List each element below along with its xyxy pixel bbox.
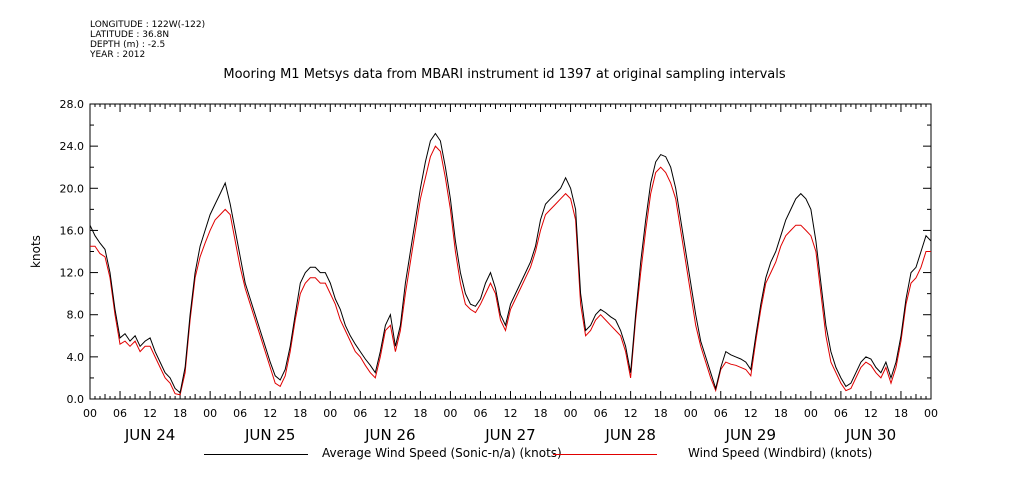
x-tick-label: 18 — [173, 407, 187, 420]
y-tick-label: 24.0 — [60, 140, 85, 153]
series-line-windbird-wind-speed — [90, 145, 931, 396]
x-tick-label: 00 — [203, 407, 217, 420]
chart-title: Mooring M1 Metsys data from MBARI instru… — [223, 67, 786, 82]
x-tick-label: 06 — [473, 407, 487, 420]
x-tick-label: 06 — [594, 407, 608, 420]
x-tick-label: 06 — [714, 407, 728, 420]
x-tick-label: 00 — [804, 407, 818, 420]
x-tick-label: 12 — [143, 407, 157, 420]
x-tick-label: 12 — [744, 407, 758, 420]
x-tick-label: 00 — [443, 407, 457, 420]
x-tick-label: 18 — [293, 407, 307, 420]
x-day-label: JUN 30 — [845, 426, 896, 444]
x-tick-label: 18 — [654, 407, 668, 420]
y-tick-label: 0.0 — [67, 393, 85, 406]
y-tick-label: 28.0 — [60, 98, 85, 111]
y-tick-label: 4.0 — [67, 351, 85, 364]
x-day-label: JUN 27 — [484, 426, 535, 444]
metadata-year: YEAR : 2012 — [90, 50, 146, 60]
x-tick-label: 18 — [413, 407, 427, 420]
plot-frame — [89, 103, 932, 400]
legend-label-windbird-wind-speed: Wind Speed (Windbird) (knots) — [688, 446, 873, 460]
x-day-label: JUN 26 — [364, 426, 415, 444]
x-tick-label: 12 — [263, 407, 277, 420]
y-tick-label: 8.0 — [67, 309, 85, 322]
x-tick-label: 12 — [624, 407, 638, 420]
legend-label-average-wind-speed: Average Wind Speed (Sonic-n/a) (knots) — [322, 446, 562, 460]
x-tick-label: 12 — [504, 407, 518, 420]
x-tick-label: 06 — [233, 407, 247, 420]
x-tick-label: 18 — [894, 407, 908, 420]
x-day-label: JUN 29 — [725, 426, 776, 444]
x-tick-label: 00 — [83, 407, 97, 420]
x-tick-label: 18 — [774, 407, 788, 420]
x-tick-label: 00 — [564, 407, 578, 420]
x-day-label: JUN 24 — [124, 426, 175, 444]
metadata-block: LONGITUDE : 122W(-122) LATITUDE : 36.8N … — [90, 20, 205, 60]
x-tick-label: 18 — [534, 407, 548, 420]
y-tick-label: 12.0 — [60, 267, 85, 280]
y-tick-label: 16.0 — [60, 224, 85, 237]
x-day-label: JUN 28 — [604, 426, 655, 444]
x-tick-label: 12 — [383, 407, 397, 420]
x-tick-label: 06 — [353, 407, 367, 420]
y-tick-label: 20.0 — [60, 182, 85, 195]
metadata-longitude: LONGITUDE : 122W(-122) — [90, 20, 206, 30]
x-tick-label: 06 — [113, 407, 127, 420]
x-day-label: JUN 25 — [244, 426, 295, 444]
series-line-average-wind-speed — [89, 132, 932, 394]
x-tick-label: 00 — [323, 407, 337, 420]
metadata-latitude: LATITUDE : 36.8N — [90, 30, 170, 40]
y-axis-label: knots — [29, 235, 43, 268]
metadata-depth: DEPTH (m) : -2.5 — [90, 40, 166, 50]
x-tick-label: 12 — [864, 407, 878, 420]
x-tick-label: 06 — [834, 407, 848, 420]
legend-line-average-wind-speed — [204, 454, 308, 455]
legend-line-windbird-wind-speed — [553, 454, 657, 455]
x-tick-label: 00 — [684, 407, 698, 420]
x-tick-label: 00 — [924, 407, 938, 420]
